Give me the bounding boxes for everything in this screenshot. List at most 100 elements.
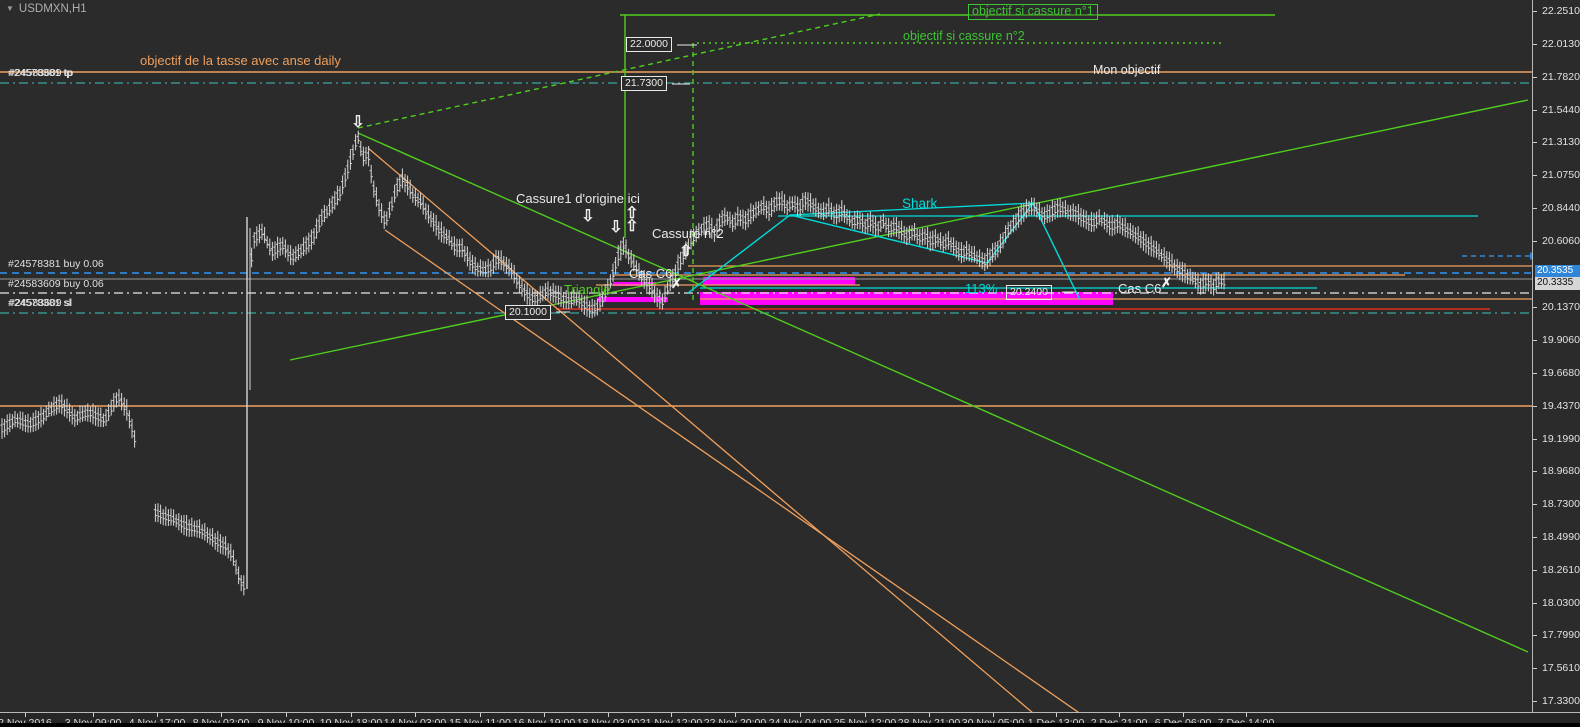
time-tick-mark xyxy=(544,713,545,717)
price-tick-mark xyxy=(1533,110,1537,111)
time-tick-mark xyxy=(221,713,222,717)
price-tick-mark xyxy=(1533,307,1537,308)
price-tick-mark xyxy=(1533,668,1537,669)
price-tick-label: 18.2610 xyxy=(1542,564,1580,576)
window-bottom-edge xyxy=(0,723,1580,727)
price-tick-mark xyxy=(1533,406,1537,407)
price-tick-mark xyxy=(1533,340,1537,341)
label-cas-c6-right[interactable]: Cas C6 xyxy=(1118,281,1162,296)
arrow-down-cassure1-b[interactable]: ⇩ xyxy=(609,219,623,236)
price-tick-mark xyxy=(1533,11,1537,12)
time-tick-label: 2 Nov 2016 xyxy=(0,717,52,727)
price-tick-mark xyxy=(1533,570,1537,571)
label-shark[interactable]: Shark xyxy=(902,196,938,211)
shark-chord[interactable] xyxy=(789,202,1034,216)
price-tick-label: 19.4370 xyxy=(1542,400,1580,412)
arrow-down-cassure1-a[interactable]: ⇩ xyxy=(581,208,595,225)
time-tick-mark xyxy=(1183,713,1184,717)
price-tick-mark xyxy=(1533,77,1537,78)
time-tick-mark xyxy=(929,713,930,717)
arrow-up-cassure1-a[interactable]: ⇧ xyxy=(625,205,639,222)
time-tick-mark xyxy=(1246,713,1247,717)
time-tick-mark xyxy=(608,713,609,717)
price-scale[interactable]: 22.2510 22.0130 21.7820 21.5440 21.3130 21.07… xyxy=(1532,0,1580,712)
label-mon-objectif[interactable]: Mon objectif xyxy=(1093,63,1161,77)
time-tick-label: 30 Nov 05:00 xyxy=(961,717,1025,727)
chart-canvas[interactable] xyxy=(0,0,1532,712)
price-tick-label: 18.0300 xyxy=(1542,597,1580,609)
label-objectif-cassure-1[interactable]: objectif si cassure n°1 xyxy=(968,4,1098,20)
price-tick-mark xyxy=(1533,175,1537,176)
trendline-descending-green[interactable] xyxy=(357,132,1529,653)
price-tick-mark xyxy=(1533,701,1537,702)
label-cas-c6-left[interactable]: Cas C6 xyxy=(629,266,673,281)
price-tick-label: 22.0130 xyxy=(1542,38,1580,50)
magenta-bar-small-left[interactable] xyxy=(613,282,656,286)
price-tick-label: 18.9680 xyxy=(1542,465,1580,477)
time-tick-label: 10 Nov 18:00 xyxy=(319,717,383,727)
label-objectif-cassure-2[interactable]: objectif si cassure n°2 xyxy=(903,29,1025,43)
label-cassure1-origine[interactable]: Cassure1 d'origine ici xyxy=(516,191,640,206)
order-tp-label-1[interactable]: #24578381 tp xyxy=(8,67,73,79)
time-tick-mark xyxy=(800,713,801,717)
time-tick-label: 9 Nov 10:00 xyxy=(257,717,315,727)
price-tick-label: 21.3130 xyxy=(1542,136,1580,148)
magenta-bar-upper[interactable] xyxy=(703,277,855,285)
arrow-up-cassure2[interactable]: ⇧ xyxy=(679,243,693,260)
price-label-22000[interactable]: 22.0000 xyxy=(626,37,672,52)
price-tick-mark xyxy=(1533,241,1537,242)
symbol-period-label[interactable]: ▼ USDMXN,H1 xyxy=(6,3,87,15)
price-label-20240[interactable]: 20.2400 xyxy=(1006,285,1052,300)
time-tick-mark xyxy=(351,713,352,717)
time-tick-label: 25 Nov 12:00 xyxy=(833,717,897,727)
trendline-dashed-green-projection[interactable] xyxy=(357,13,881,129)
ask-price-box: 20.3535 xyxy=(1535,265,1580,277)
time-tick-mark xyxy=(865,713,866,717)
label-objectif-tasse[interactable]: objectif de la tasse avec anse daily xyxy=(140,53,341,68)
price-tick-mark xyxy=(1533,439,1537,440)
time-tick-label: 6 Dec 06:00 xyxy=(1154,717,1212,727)
price-tick-label: 19.9060 xyxy=(1542,334,1580,346)
label-113pct[interactable]: 113% xyxy=(965,281,998,296)
price-tick-label: 21.0750 xyxy=(1542,169,1580,181)
price-tick-label: 20.8440 xyxy=(1542,202,1580,214)
price-tick-label: 18.4990 xyxy=(1542,531,1580,543)
price-tick-mark xyxy=(1533,537,1537,538)
x-mark-right[interactable]: ✗ xyxy=(1161,275,1172,290)
price-tick-label: 22.2510 xyxy=(1542,5,1580,17)
price-label-20100[interactable]: 20.1000 xyxy=(505,305,551,320)
time-tick-label: 22 Nov 20:00 xyxy=(703,717,767,727)
price-tick-label: 21.7820 xyxy=(1542,71,1580,83)
price-tick-label: 19.1990 xyxy=(1542,433,1580,445)
price-label-21730[interactable]: 21.7300 xyxy=(621,76,667,91)
time-tick-label: 4 Nov 17:00 xyxy=(128,717,186,727)
order-tp-label-2[interactable]: #24583609 tp xyxy=(9,67,74,79)
price-tick-label: 20.1370 xyxy=(1542,301,1580,313)
arrow-up-cassure1-b[interactable]: ⇧ xyxy=(625,218,639,235)
order-buy2-label[interactable]: #24583609 buy 0.06 xyxy=(8,278,104,290)
label-triangle[interactable]: Triangle xyxy=(564,282,611,297)
price-tick-mark xyxy=(1533,635,1537,636)
price-tick-mark xyxy=(1533,471,1537,472)
time-tick-mark xyxy=(1119,713,1120,717)
magenta-bar-thin-left[interactable] xyxy=(598,297,668,302)
time-tick-label: 28 Nov 21:00 xyxy=(897,717,961,727)
symbol-period-text: USDMXN,H1 xyxy=(18,3,87,15)
time-tick-label: 16 Nov 19:00 xyxy=(512,717,576,727)
trendline-orange-steep[interactable] xyxy=(367,147,1040,712)
order-sl-label-2[interactable]: #24583609 sl xyxy=(9,297,73,309)
label-cassure-2[interactable]: Cassure n°2 xyxy=(652,226,724,241)
price-tick-label: 18.7300 xyxy=(1542,498,1580,510)
order-sl-label-1[interactable]: #24578381 sl xyxy=(8,297,72,309)
x-mark-left[interactable]: ✗ xyxy=(671,276,682,291)
bid-price-box: 20.3335 xyxy=(1535,277,1580,290)
time-tick-mark xyxy=(480,713,481,717)
order-buy1-label[interactable]: #24578381 buy 0.06 xyxy=(8,258,104,270)
chart-objects-arrow-icon[interactable]: ▼ xyxy=(6,4,14,13)
arrow-down-peak[interactable]: ⇩ xyxy=(351,114,365,131)
time-tick-mark xyxy=(157,713,158,717)
trendline-orange-shallow[interactable] xyxy=(384,229,1088,712)
price-tick-label: 17.3300 xyxy=(1542,695,1580,707)
time-tick-label: 15 Nov 11:00 xyxy=(449,717,511,727)
